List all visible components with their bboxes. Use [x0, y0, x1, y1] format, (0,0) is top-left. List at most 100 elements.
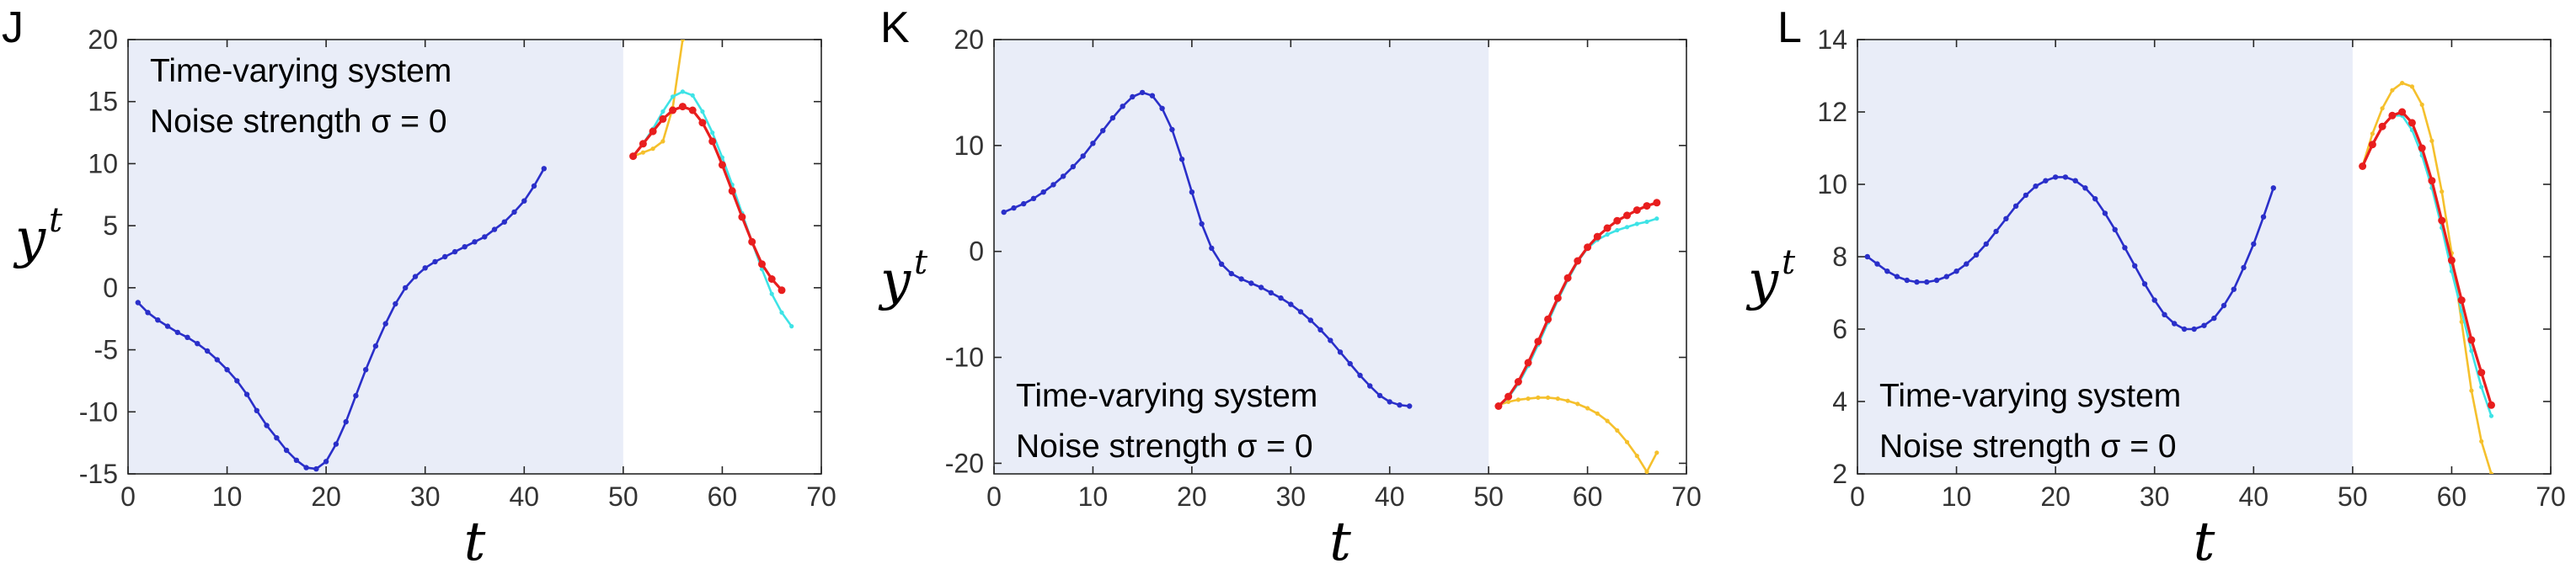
x-tick-label: 30: [410, 481, 441, 512]
data-point-truth: [779, 310, 784, 315]
x-tick-label: 70: [2536, 481, 2566, 512]
y-tick-label: -5: [94, 335, 118, 365]
data-point-truth: [680, 89, 686, 94]
series-line-baseline: [2361, 82, 2493, 474]
data-point-history: [1021, 200, 1027, 207]
data-point-prediction: [758, 260, 766, 269]
data-point-history: [174, 329, 180, 336]
data-point-history: [1169, 126, 1175, 133]
data-point-history: [482, 234, 488, 240]
data-point-prediction: [629, 152, 638, 161]
data-point-baseline: [650, 146, 655, 152]
data-point-baseline: [2459, 319, 2464, 324]
x-tick-label: 60: [2437, 481, 2467, 512]
data-point-prediction: [2388, 111, 2397, 120]
series-line-prediction: [1497, 201, 1658, 407]
y-tick-label: 12: [1817, 97, 1847, 127]
data-point-prediction: [1584, 243, 1592, 252]
data-point-history: [1080, 153, 1086, 159]
data-point-truth: [1644, 219, 1649, 225]
data-point-history: [2072, 178, 2078, 183]
data-point-history: [1337, 349, 1344, 355]
series-line-baseline: [633, 40, 684, 157]
shaded-region: [1857, 40, 2353, 474]
y-tick-label: 0: [103, 273, 118, 303]
data-point-history: [313, 465, 319, 472]
y-tick-label: -20: [945, 448, 984, 478]
data-point-history: [1268, 290, 1275, 295]
data-point-history: [2023, 192, 2029, 199]
data-point-history: [293, 457, 300, 463]
x-tick-label: 0: [1850, 481, 1865, 512]
data-point-history: [1357, 372, 1363, 379]
data-point-baseline: [680, 40, 685, 42]
data-point-history: [2052, 174, 2059, 180]
data-point-history: [2012, 203, 2019, 209]
data-point-baseline: [1615, 428, 1620, 433]
shaded-region: [994, 40, 1489, 474]
data-point-prediction: [2398, 108, 2407, 116]
data-point-history: [1139, 89, 1146, 96]
data-point-history: [1001, 209, 1007, 215]
data-point-baseline: [1624, 439, 1630, 444]
data-point-truth: [719, 155, 725, 160]
data-point-history: [1924, 279, 1930, 285]
data-point-prediction: [1544, 315, 1553, 323]
data-point-prediction: [1643, 202, 1651, 210]
data-point-history: [2201, 322, 2207, 328]
data-point-baseline: [2429, 138, 2434, 143]
data-point-baseline: [1575, 401, 1580, 407]
data-point-history: [264, 423, 270, 428]
x-tick-label: 60: [708, 481, 738, 512]
data-point-truth: [700, 109, 705, 114]
x-tick-label: 30: [1275, 481, 1306, 512]
data-point-prediction: [688, 106, 697, 114]
data-point-history: [333, 441, 339, 447]
data-point-history: [1317, 327, 1323, 332]
data-point-history: [2251, 241, 2257, 247]
data-point-history: [1894, 274, 1900, 279]
data-point-history: [372, 343, 379, 349]
data-point-history: [2033, 183, 2039, 189]
data-point-baseline: [1595, 411, 1600, 416]
data-point-prediction: [1504, 392, 1513, 401]
data-point-history: [254, 407, 259, 413]
data-point-history: [1248, 280, 1254, 286]
data-point-history: [2062, 174, 2069, 180]
x-tick-label: 50: [1473, 481, 1504, 512]
data-point-truth: [671, 94, 676, 99]
data-point-prediction: [718, 161, 726, 169]
data-point-history: [422, 265, 428, 271]
panel-letter: K: [880, 3, 910, 52]
data-point-history: [155, 317, 161, 323]
data-point-prediction: [778, 286, 786, 295]
data-point-prediction: [1574, 257, 1582, 265]
data-point-history: [2122, 245, 2128, 251]
data-point-history: [1407, 403, 1413, 409]
data-point-prediction: [2368, 141, 2376, 149]
data-point-history: [1070, 163, 1077, 170]
data-point-history: [2221, 302, 2227, 309]
data-point-history: [1238, 276, 1244, 282]
data-point-history: [1387, 399, 1392, 405]
data-point-history: [1120, 104, 1125, 109]
x-tick-label: 10: [212, 481, 243, 512]
data-point-history: [1864, 253, 1870, 260]
data-point-history: [1884, 269, 1890, 274]
data-point-history: [135, 300, 141, 306]
data-point-history: [2112, 226, 2118, 232]
data-point-prediction: [2467, 336, 2476, 344]
x-tick-label: 70: [1671, 481, 1702, 512]
data-point-history: [1983, 241, 1989, 247]
data-point-baseline: [2488, 471, 2494, 474]
data-point-history: [1040, 189, 1046, 195]
data-point-history: [2241, 264, 2247, 271]
data-point-prediction: [2418, 144, 2426, 152]
data-point-history: [1258, 284, 1264, 290]
data-point-baseline: [2469, 388, 2474, 393]
data-point-baseline: [2400, 81, 2405, 86]
data-point-prediction: [1633, 206, 1641, 215]
x-tick-label: 0: [120, 481, 136, 512]
x-axis-label: t: [464, 511, 486, 569]
axes-box: [993, 39, 1687, 475]
